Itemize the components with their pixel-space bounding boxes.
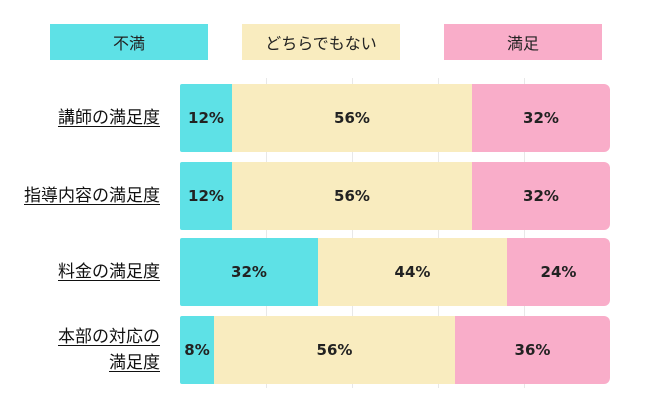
bar-segment: 36%	[455, 316, 610, 384]
bar-segment: 12%	[180, 162, 232, 230]
gridline-4	[524, 78, 525, 388]
bar-segment: 12%	[180, 84, 232, 152]
legend-item-2: どちらでもない	[242, 24, 400, 60]
category-label-3: 料金の満足度	[58, 259, 160, 285]
bar-segment: 56%	[232, 84, 472, 152]
category-label-line: 本部の対応の	[58, 327, 160, 347]
bar-segment: 32%	[472, 84, 610, 152]
category-label-line: 講師の満足度	[58, 108, 160, 128]
category-label-2: 指導内容の満足度	[24, 183, 160, 209]
category-label-1: 講師の満足度	[58, 105, 160, 131]
gridline-2	[352, 78, 353, 388]
bar-segment: 32%	[472, 162, 610, 230]
category-label-line: 満足度	[109, 353, 160, 373]
category-label-4: 本部の対応の満足度	[58, 324, 160, 376]
bar-segment: 32%	[180, 238, 318, 306]
gridline-1	[266, 78, 267, 388]
legend-item-1: 不満	[50, 24, 208, 60]
gridline-3	[438, 78, 439, 388]
bar-segment: 8%	[180, 316, 214, 384]
bar-segment: 56%	[232, 162, 472, 230]
bar-segment: 44%	[318, 238, 507, 306]
category-label-line: 料金の満足度	[58, 262, 160, 282]
legend-item-3: 満足	[444, 24, 602, 60]
category-label-line: 指導内容の満足度	[24, 186, 160, 206]
bar-segment: 56%	[214, 316, 455, 384]
bar-segment: 24%	[507, 238, 610, 306]
